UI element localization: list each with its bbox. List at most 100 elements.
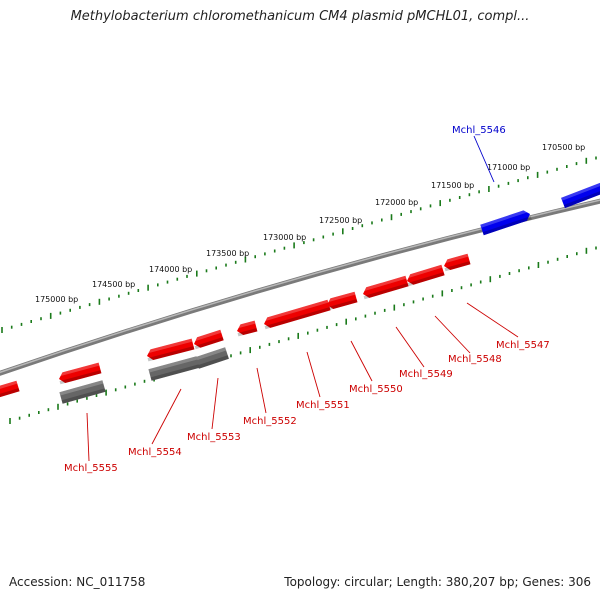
scale-label: 174000 bp xyxy=(149,265,192,274)
outer-tick xyxy=(264,252,266,256)
outer-tick xyxy=(293,242,295,249)
gene-label[interactable]: Mchl_5546 xyxy=(452,125,506,136)
outer-tick xyxy=(468,193,471,197)
outer-tick xyxy=(20,322,23,326)
inner-tick xyxy=(364,314,367,318)
inner-tick xyxy=(412,300,415,304)
gene-label[interactable]: Mchl_5554 xyxy=(128,447,182,458)
scale-label: 175000 bp xyxy=(35,295,78,304)
leader-line xyxy=(151,388,182,445)
outer-tick xyxy=(166,280,169,284)
inner-tick xyxy=(105,389,107,396)
outer-tick xyxy=(1,327,3,333)
inner-tick xyxy=(297,332,299,339)
gene-label[interactable]: Mchl_5553 xyxy=(187,432,241,443)
gene-mchl-5554[interactable] xyxy=(145,338,195,362)
gene-mchl-5552[interactable] xyxy=(235,320,258,337)
inner-tick xyxy=(278,340,280,344)
outer-tick xyxy=(449,198,451,202)
gene-mchl-5553[interactable] xyxy=(192,329,224,350)
gene-reverse-edge[interactable] xyxy=(0,380,20,398)
outer-tick xyxy=(196,270,198,277)
inner-tick xyxy=(28,413,30,417)
inner-tick xyxy=(9,418,11,424)
outer-tick xyxy=(147,284,149,291)
gene-mchl-5550[interactable] xyxy=(325,291,358,311)
outer-tick xyxy=(312,238,315,242)
outer-tick xyxy=(254,255,256,259)
gene-mchl-5546-forward[interactable] xyxy=(480,208,532,236)
gene-label[interactable]: Mchl_5550 xyxy=(349,384,403,395)
inner-tick xyxy=(374,311,376,315)
outer-tick xyxy=(361,224,364,228)
outer-tick xyxy=(234,260,237,264)
scale-label: 171500 bp xyxy=(431,181,474,190)
gene-label[interactable]: Mchl_5555 xyxy=(64,463,118,474)
outer-tick xyxy=(429,204,432,208)
inner-tick xyxy=(595,246,597,250)
inner-tick xyxy=(143,379,146,383)
gene-label[interactable]: Mchl_5547 xyxy=(496,340,550,351)
leader-line xyxy=(256,367,267,414)
outer-tick xyxy=(556,167,558,171)
outer-tick xyxy=(215,266,217,270)
outer-tick xyxy=(10,325,13,329)
outer-tick xyxy=(517,179,519,183)
map-title: Methylobacterium chloromethanicum CM4 pl… xyxy=(70,9,530,24)
outer-tick xyxy=(283,246,286,250)
rna-feature[interactable] xyxy=(195,347,229,369)
outer-tick xyxy=(69,308,71,312)
outer-tick xyxy=(322,235,325,239)
inner-tick xyxy=(566,255,568,258)
inner-tick xyxy=(307,331,309,335)
outer-tick xyxy=(478,190,480,194)
inner-tick xyxy=(18,416,21,420)
inner-tick xyxy=(355,317,357,321)
gene-mchl-5555[interactable] xyxy=(57,362,102,385)
gene-label[interactable]: Mchl_5548 xyxy=(448,354,502,365)
outer-tick xyxy=(40,317,42,321)
inner-tick xyxy=(76,399,78,403)
gene-forward-edge[interactable] xyxy=(561,182,600,209)
gene-label[interactable]: Mchl_5551 xyxy=(296,400,350,411)
scale-label: 170500 bp xyxy=(542,143,585,152)
gene-mchl-5549[interactable] xyxy=(361,275,409,300)
outer-tick xyxy=(49,312,52,319)
gene-label[interactable]: Mchl_5549 xyxy=(399,369,453,380)
accession-label: Accession: NC_011758 xyxy=(9,575,146,589)
gene-mchl-5548[interactable] xyxy=(405,264,445,287)
outer-tick xyxy=(137,289,140,292)
inner-tick xyxy=(585,247,588,254)
outer-tick xyxy=(332,232,334,236)
scale-label: 172000 bp xyxy=(375,198,418,207)
inner-tick xyxy=(47,408,50,412)
inner-tick xyxy=(518,269,520,273)
gene-mchl-5551[interactable] xyxy=(262,299,331,330)
outer-tick xyxy=(157,283,159,287)
rna-feature[interactable] xyxy=(148,356,200,381)
inner-tick xyxy=(441,290,444,297)
gene-features[interactable] xyxy=(0,182,600,404)
inner-tick xyxy=(268,342,271,346)
outer-tick xyxy=(497,184,500,188)
gene-label[interactable]: Mchl_5552 xyxy=(243,416,297,427)
inner-tick xyxy=(528,266,530,270)
outer-tick xyxy=(488,186,490,192)
outer-tick xyxy=(205,269,208,273)
inner-tick xyxy=(489,276,492,283)
inner-tick xyxy=(499,274,501,278)
gene-mchl-5547[interactable] xyxy=(442,253,471,272)
rna-feature[interactable] xyxy=(59,380,106,404)
inner-tick xyxy=(230,354,232,358)
inner-tick xyxy=(393,304,396,311)
leader-line xyxy=(211,377,219,430)
inner-tick xyxy=(537,262,540,268)
outer-tick xyxy=(273,249,276,253)
outer-tick xyxy=(371,221,373,225)
inner-tick xyxy=(451,289,453,292)
leader-line xyxy=(306,351,321,398)
leader-line xyxy=(395,326,425,368)
outer-tick xyxy=(30,320,32,323)
inner-tick xyxy=(470,283,472,287)
